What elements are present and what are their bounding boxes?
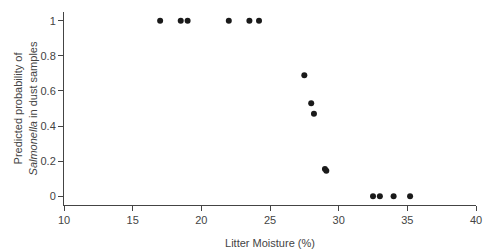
svg-text:0.2: 0.2 xyxy=(41,155,56,167)
svg-text:0.8: 0.8 xyxy=(41,50,56,62)
svg-text:25: 25 xyxy=(264,214,276,226)
svg-text:Predicted probability ofSalmon: Predicted probability ofSalmonella in du… xyxy=(12,41,38,175)
svg-text:0: 0 xyxy=(50,190,56,202)
svg-text:0.4: 0.4 xyxy=(41,120,56,132)
svg-text:30: 30 xyxy=(333,214,345,226)
svg-text:40: 40 xyxy=(470,214,482,226)
svg-text:10: 10 xyxy=(58,214,70,226)
svg-text:1: 1 xyxy=(50,15,56,27)
svg-text:15: 15 xyxy=(127,214,139,226)
svg-text:Litter Moisture (%): Litter Moisture (%) xyxy=(225,237,315,249)
svg-text:20: 20 xyxy=(195,214,207,226)
svg-text:35: 35 xyxy=(401,214,413,226)
svg-text:0.6: 0.6 xyxy=(41,85,56,97)
